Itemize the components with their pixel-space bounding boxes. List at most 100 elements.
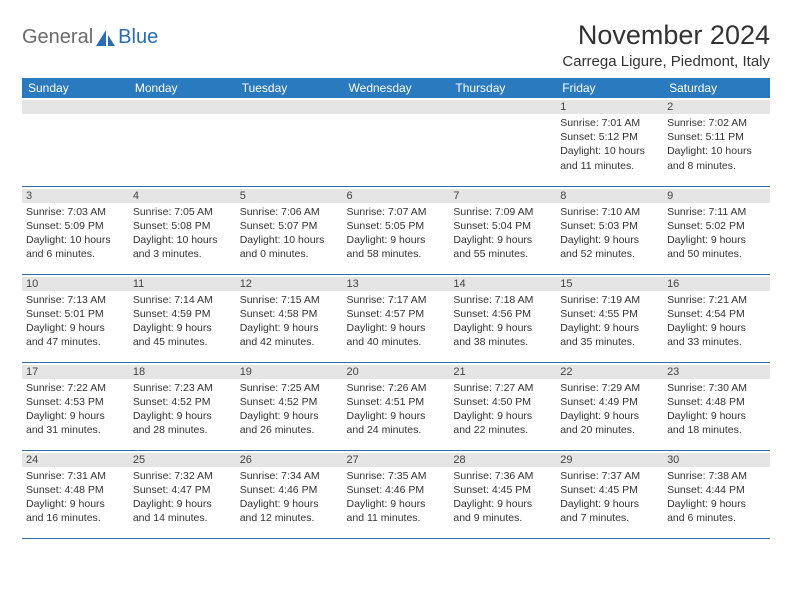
day-info: Sunrise: 7:26 AMSunset: 4:51 PMDaylight:…	[347, 381, 446, 438]
location-text: Carrega Ligure, Piedmont, Italy	[562, 53, 770, 70]
sunrise-text: Sunrise: 7:19 AM	[560, 293, 659, 307]
logo-sail-icon	[94, 28, 116, 48]
day-number: 7	[449, 189, 556, 203]
calendar-day-cell	[236, 98, 343, 186]
daylight-text: Daylight: 9 hours and 58 minutes.	[347, 233, 446, 261]
day-info: Sunrise: 7:14 AMSunset: 4:59 PMDaylight:…	[133, 293, 232, 350]
day-number: 2	[663, 100, 770, 114]
calendar-day-cell: 13Sunrise: 7:17 AMSunset: 4:57 PMDayligh…	[343, 274, 450, 362]
calendar-page: General Blue November 2024 Carrega Ligur…	[0, 0, 792, 539]
sunset-text: Sunset: 5:01 PM	[26, 307, 125, 321]
daylight-text: Daylight: 9 hours and 26 minutes.	[240, 409, 339, 437]
sunset-text: Sunset: 4:53 PM	[26, 395, 125, 409]
day-info: Sunrise: 7:38 AMSunset: 4:44 PMDaylight:…	[667, 469, 766, 526]
day-info: Sunrise: 7:34 AMSunset: 4:46 PMDaylight:…	[240, 469, 339, 526]
sunrise-text: Sunrise: 7:34 AM	[240, 469, 339, 483]
day-number: 11	[129, 277, 236, 291]
sunset-text: Sunset: 4:58 PM	[240, 307, 339, 321]
page-title: November 2024	[562, 20, 770, 51]
calendar-day-cell: 30Sunrise: 7:38 AMSunset: 4:44 PMDayligh…	[663, 450, 770, 538]
day-number: 26	[236, 453, 343, 467]
sunset-text: Sunset: 5:05 PM	[347, 219, 446, 233]
calendar-day-cell: 17Sunrise: 7:22 AMSunset: 4:53 PMDayligh…	[22, 362, 129, 450]
sunrise-text: Sunrise: 7:23 AM	[133, 381, 232, 395]
day-info: Sunrise: 7:29 AMSunset: 4:49 PMDaylight:…	[560, 381, 659, 438]
daylight-text: Daylight: 10 hours and 8 minutes.	[667, 144, 766, 172]
calendar-day-cell: 11 Sunrise: 7:14 AMSunset: 4:59 PMDayligh…	[129, 274, 236, 362]
daylight-text: Daylight: 9 hours and 40 minutes.	[347, 321, 446, 349]
sunrise-text: Sunrise: 7:03 AM	[26, 205, 125, 219]
calendar-day-cell: 6 Sunrise: 7:07 AMSunset: 5:05 PMDaylight…	[343, 186, 450, 274]
day-info: Sunrise: 7:32 AMSunset: 4:47 PMDaylight:…	[133, 469, 232, 526]
day-number	[449, 100, 556, 114]
daylight-text: Daylight: 9 hours and 20 minutes.	[560, 409, 659, 437]
sunset-text: Sunset: 4:55 PM	[560, 307, 659, 321]
day-number: 29	[556, 453, 663, 467]
day-info: Sunrise: 7:07 AMSunset: 5:05 PMDaylight:…	[347, 205, 446, 262]
sunset-text: Sunset: 4:45 PM	[560, 483, 659, 497]
daylight-text: Daylight: 9 hours and 7 minutes.	[560, 497, 659, 525]
daylight-text: Daylight: 10 hours and 6 minutes.	[26, 233, 125, 261]
day-number: 5	[236, 189, 343, 203]
sunrise-text: Sunrise: 7:22 AM	[26, 381, 125, 395]
day-info: Sunrise: 7:10 AMSunset: 5:03 PMDaylight:…	[560, 205, 659, 262]
calendar-day-cell: 23Sunrise: 7:30 AMSunset: 4:48 PMDayligh…	[663, 362, 770, 450]
day-info: Sunrise: 7:05 AMSunset: 5:08 PMDaylight:…	[133, 205, 232, 262]
day-info: Sunrise: 7:18 AMSunset: 4:56 PMDaylight:…	[453, 293, 552, 350]
daylight-text: Daylight: 9 hours and 24 minutes.	[347, 409, 446, 437]
header: General Blue November 2024 Carrega Ligur…	[22, 20, 770, 70]
calendar-day-cell: 19Sunrise: 7:25 AMSunset: 4:52 PMDayligh…	[236, 362, 343, 450]
calendar-day-cell	[449, 98, 556, 186]
day-number: 1	[556, 100, 663, 114]
day-number: 16	[663, 277, 770, 291]
daylight-text: Daylight: 9 hours and 35 minutes.	[560, 321, 659, 349]
sunrise-text: Sunrise: 7:09 AM	[453, 205, 552, 219]
sunrise-text: Sunrise: 7:18 AM	[453, 293, 552, 307]
day-info: Sunrise: 7:09 AMSunset: 5:04 PMDaylight:…	[453, 205, 552, 262]
daylight-text: Daylight: 9 hours and 9 minutes.	[453, 497, 552, 525]
day-number: 24	[22, 453, 129, 467]
sunset-text: Sunset: 4:49 PM	[560, 395, 659, 409]
day-number: 13	[343, 277, 450, 291]
calendar-day-cell	[343, 98, 450, 186]
weekday-header: Friday	[556, 78, 663, 98]
day-number	[236, 100, 343, 114]
calendar-day-cell: 8Sunrise: 7:10 AMSunset: 5:03 PMDaylight…	[556, 186, 663, 274]
day-number: 10	[22, 277, 129, 291]
daylight-text: Daylight: 9 hours and 11 minutes.	[347, 497, 446, 525]
daylight-text: Daylight: 9 hours and 45 minutes.	[133, 321, 232, 349]
sunset-text: Sunset: 4:47 PM	[133, 483, 232, 497]
calendar-day-cell: 7 Sunrise: 7:09 AMSunset: 5:04 PMDaylight…	[449, 186, 556, 274]
calendar-week-row: 24Sunrise: 7:31 AMSunset: 4:48 PMDayligh…	[22, 450, 770, 538]
day-info: Sunrise: 7:06 AMSunset: 5:07 PMDaylight:…	[240, 205, 339, 262]
calendar-day-cell: 12Sunrise: 7:15 AMSunset: 4:58 PMDayligh…	[236, 274, 343, 362]
daylight-text: Daylight: 9 hours and 31 minutes.	[26, 409, 125, 437]
calendar-day-cell: 22Sunrise: 7:29 AMSunset: 4:49 PMDayligh…	[556, 362, 663, 450]
sunset-text: Sunset: 5:09 PM	[26, 219, 125, 233]
day-number	[343, 100, 450, 114]
sunrise-text: Sunrise: 7:21 AM	[667, 293, 766, 307]
calendar-week-row: 17Sunrise: 7:22 AMSunset: 4:53 PMDayligh…	[22, 362, 770, 450]
calendar-day-cell: 10Sunrise: 7:13 AMSunset: 5:01 PMDayligh…	[22, 274, 129, 362]
day-info: Sunrise: 7:01 AMSunset: 5:12 PMDaylight:…	[560, 116, 659, 173]
calendar-day-cell: 15Sunrise: 7:19 AMSunset: 4:55 PMDayligh…	[556, 274, 663, 362]
sunset-text: Sunset: 4:54 PM	[667, 307, 766, 321]
calendar-day-cell: 3Sunrise: 7:03 AMSunset: 5:09 PMDaylight…	[22, 186, 129, 274]
sunrise-text: Sunrise: 7:17 AM	[347, 293, 446, 307]
day-info: Sunrise: 7:36 AMSunset: 4:45 PMDaylight:…	[453, 469, 552, 526]
sunrise-text: Sunrise: 7:15 AM	[240, 293, 339, 307]
logo-text-2: Blue	[118, 26, 158, 49]
day-info: Sunrise: 7:37 AMSunset: 4:45 PMDaylight:…	[560, 469, 659, 526]
sunset-text: Sunset: 4:51 PM	[347, 395, 446, 409]
calendar-day-cell: 9Sunrise: 7:11 AMSunset: 5:02 PMDaylight…	[663, 186, 770, 274]
day-number: 6	[343, 189, 450, 203]
sunset-text: Sunset: 4:48 PM	[667, 395, 766, 409]
calendar-day-cell: 21Sunrise: 7:27 AMSunset: 4:50 PMDayligh…	[449, 362, 556, 450]
daylight-text: Daylight: 10 hours and 0 minutes.	[240, 233, 339, 261]
weekday-header: Thursday	[449, 78, 556, 98]
calendar-table: Sunday Monday Tuesday Wednesday Thursday…	[22, 78, 770, 539]
day-number: 21	[449, 365, 556, 379]
daylight-text: Daylight: 9 hours and 16 minutes.	[26, 497, 125, 525]
sunset-text: Sunset: 5:11 PM	[667, 130, 766, 144]
sunset-text: Sunset: 5:08 PM	[133, 219, 232, 233]
